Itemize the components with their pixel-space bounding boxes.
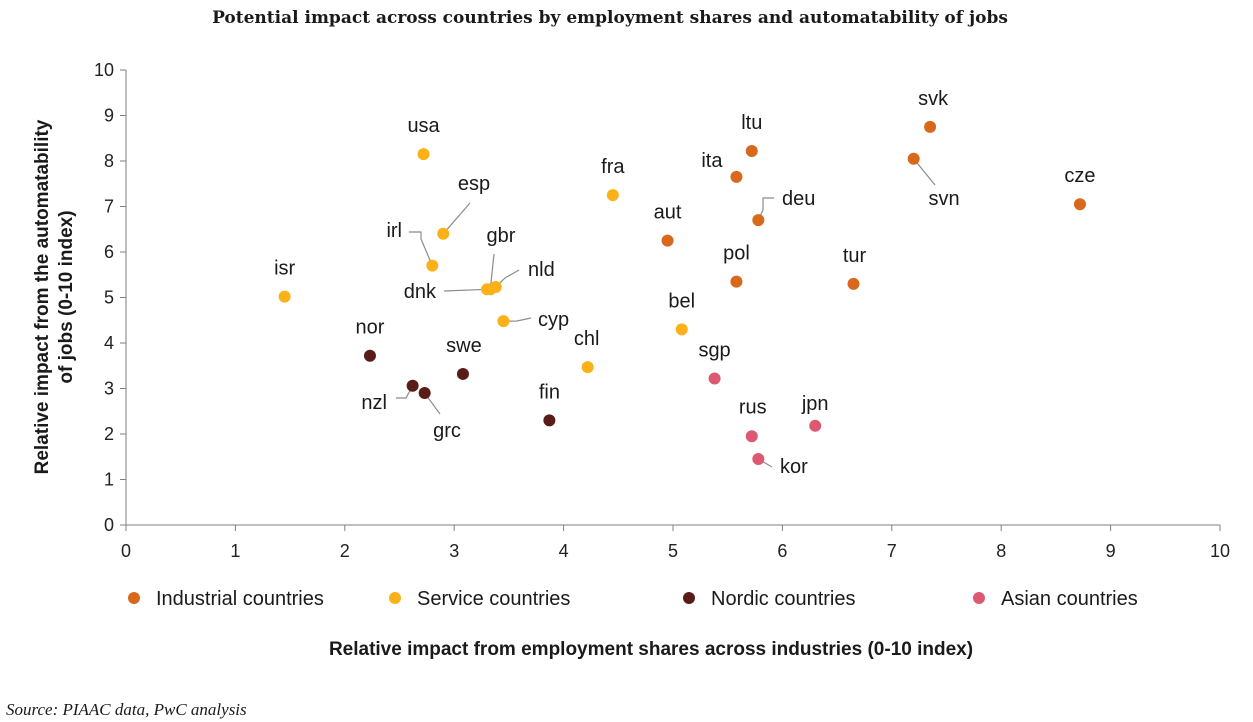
x-tick-label: 9 <box>1106 541 1116 561</box>
data-point-svk <box>924 120 937 133</box>
source-note: Source: PIAAC data, PwC analysis <box>6 700 247 719</box>
point-label-gbr: gbr <box>487 225 516 247</box>
leader-line-esp <box>442 202 471 235</box>
y-tick-label: 5 <box>104 288 114 308</box>
point-label-jpn: jpn <box>801 393 829 415</box>
legend-label-3: Asian countries <box>1001 588 1138 610</box>
point-label-fra: fra <box>601 156 625 178</box>
data-point-svn <box>907 152 920 165</box>
data-point-ltu <box>745 144 758 157</box>
point-label-ltu: ltu <box>741 112 762 134</box>
x-tick-label: 6 <box>777 541 787 561</box>
point-label-svk: svk <box>918 88 949 110</box>
y-tick-label: 9 <box>104 106 114 126</box>
data-point-nor <box>363 349 376 362</box>
leader-line-dnk <box>443 288 488 292</box>
data-point-rus <box>745 430 758 443</box>
x-tick-label: 3 <box>449 541 459 561</box>
y-tick-label: 6 <box>104 242 114 262</box>
chart-title: Potential impact across countries by emp… <box>212 8 1008 28</box>
legend-label-0: Industrial countries <box>156 588 324 610</box>
y-axis-title: Relative impact from the automatability o… <box>32 119 77 474</box>
x-tick-label: 10 <box>1210 541 1230 561</box>
point-label-tur: tur <box>843 245 867 267</box>
data-point-pol <box>730 275 743 288</box>
data-point-cze <box>1073 198 1086 211</box>
point-label-bel: bel <box>668 290 695 312</box>
x-axis-title: Relative impact from employment shares a… <box>329 639 973 660</box>
x-tick-label: 4 <box>559 541 569 561</box>
data-point-fin <box>543 414 556 427</box>
point-label-irl: irl <box>386 220 402 242</box>
x-tick-label: 2 <box>340 541 350 561</box>
y-tick-label: 1 <box>104 470 114 490</box>
data-point-tur <box>847 277 860 290</box>
x-tick-label: 8 <box>996 541 1006 561</box>
point-label-sgp: sgp <box>698 339 730 361</box>
data-point-aut <box>661 234 674 247</box>
point-label-cze: cze <box>1064 165 1095 187</box>
data-point-fra <box>606 189 619 202</box>
legend-marker-1 <box>389 592 401 604</box>
data-point-jpn <box>809 419 822 432</box>
y-tick-label: 0 <box>104 515 114 535</box>
legend-marker-0 <box>128 592 140 604</box>
legend-label-2: Nordic countries <box>711 588 856 610</box>
legend-label-1: Service countries <box>417 588 570 610</box>
point-label-aut: aut <box>654 202 682 224</box>
point-label-fin: fin <box>539 381 560 403</box>
point-label-deu: deu <box>782 188 815 210</box>
y-tick-label: 2 <box>104 424 114 444</box>
data-point-bel <box>675 323 688 336</box>
data-point-chl <box>581 361 594 374</box>
point-label-nld: nld <box>528 259 555 281</box>
x-tick-label: 5 <box>668 541 678 561</box>
y-tick-label: 8 <box>104 151 114 171</box>
data-point-esp <box>437 227 450 240</box>
point-label-pol: pol <box>723 243 750 265</box>
point-label-kor: kor <box>780 456 808 478</box>
data-point-dnk <box>481 283 494 296</box>
x-tick-label: 7 <box>887 541 897 561</box>
point-label-nzl: nzl <box>361 392 387 414</box>
y-tick-label: 7 <box>104 197 114 217</box>
point-label-svn: svn <box>928 188 959 210</box>
data-point-sgp <box>708 372 721 385</box>
point-label-nor: nor <box>356 317 385 339</box>
data-point-irl <box>426 259 439 272</box>
point-label-dnk: dnk <box>404 281 437 303</box>
legend-marker-3 <box>973 592 985 604</box>
data-point-nzl <box>406 379 419 392</box>
data-point-ita <box>730 170 743 183</box>
point-label-usa: usa <box>407 115 440 137</box>
y-tick-label: 3 <box>104 379 114 399</box>
point-label-cyp: cyp <box>538 309 569 331</box>
point-label-rus: rus <box>739 396 767 418</box>
point-label-esp: esp <box>458 173 490 195</box>
point-label-ita: ita <box>701 150 723 172</box>
y-tick-label: 10 <box>94 60 114 80</box>
point-label-swe: swe <box>446 335 482 357</box>
data-point-usa <box>417 148 430 161</box>
y-tick-label: 4 <box>104 333 114 353</box>
data-point-cyp <box>497 315 510 328</box>
data-point-kor <box>752 453 765 466</box>
data-point-grc <box>418 387 431 400</box>
legend-marker-2 <box>683 592 695 604</box>
point-label-chl: chl <box>574 328 600 350</box>
point-label-grc: grc <box>433 420 461 442</box>
data-point-deu <box>752 214 765 227</box>
x-tick-label: 1 <box>230 541 240 561</box>
data-point-isr <box>278 290 291 303</box>
data-point-swe <box>456 367 469 380</box>
point-label-isr: isr <box>274 258 295 280</box>
leader-line-irl <box>409 231 433 266</box>
x-tick-label: 0 <box>121 541 131 561</box>
